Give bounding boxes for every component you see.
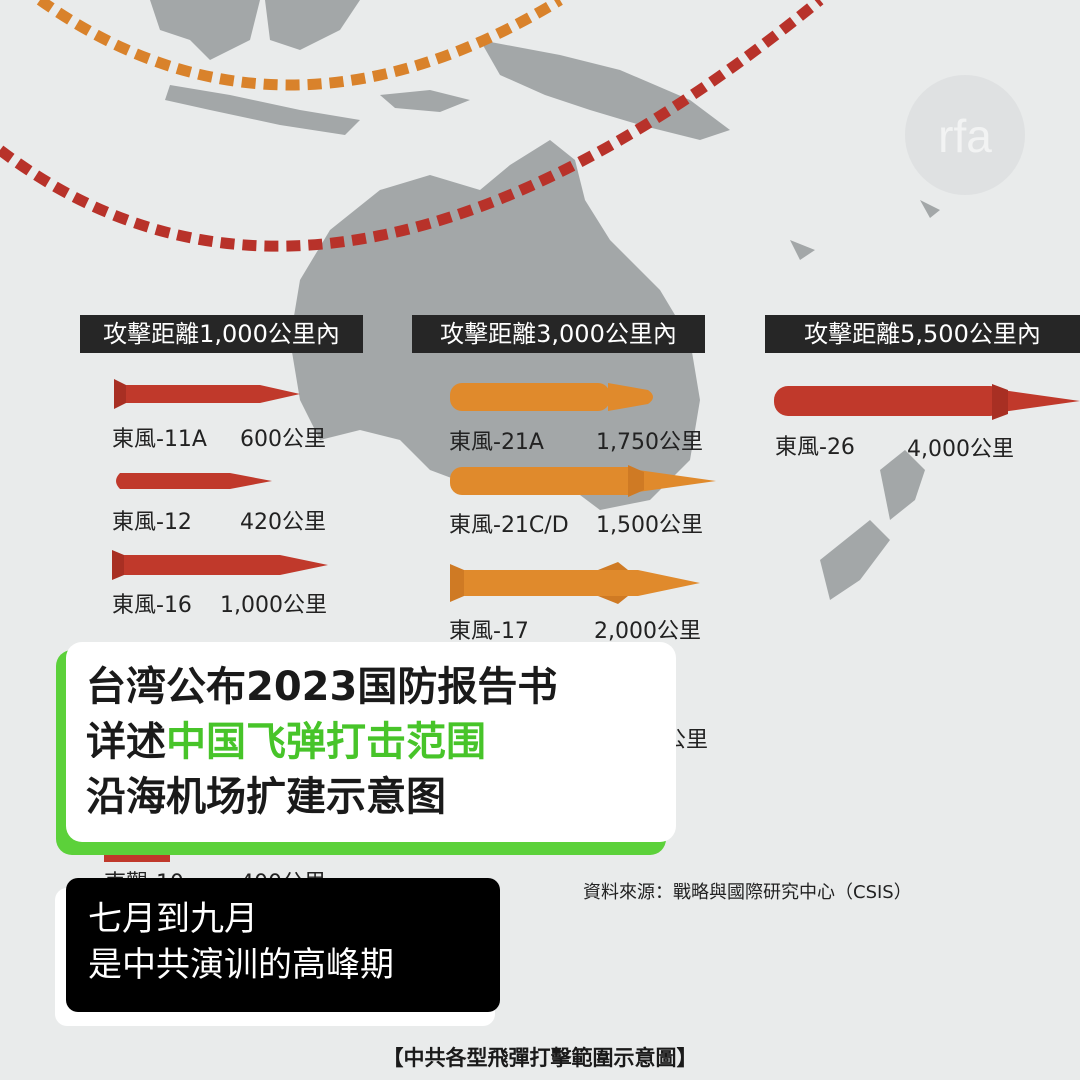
missile-name-df16: 東風-16 [112,593,192,618]
islands-east [380,90,470,112]
missile-name-df12: 東風-12 [112,510,192,535]
missile-icon-df26 [774,384,1080,420]
category-header-5500km: 攻擊距離5,500公里內 [765,315,1080,353]
subtitle-line-1: 七月到九月 [88,899,258,939]
headline-highlight: 中国飞弹打击范围 [166,719,486,765]
new-zealand-landmass [880,450,925,520]
headline-line-2-prefix: 详述 [86,719,166,765]
missile-icon-df21a [450,383,653,411]
missile-range-df11a: 600公里 [240,427,326,452]
headline-line-3: 沿海机场扩建示意图 [86,774,446,820]
category-header-3000km: 攻擊距離3,000公里內 [412,315,705,353]
subtitle-card: 七月到九月 是中共演训的高峰期 [66,878,500,1012]
missile-name-df17: 東風-17 [449,619,529,644]
missile-range-df12: 420公里 [240,510,326,535]
missile-icon-df16 [112,550,328,580]
java-landmass [165,85,360,135]
missile-range-df17: 2,000公里 [594,619,701,644]
pacific-islands [790,240,815,260]
subtitle-line-2: 是中共演训的高峰期 [88,945,394,985]
borneo-landmass [150,0,260,60]
headline-card: 台湾公布2023国防报告书 详述中国飞弹打击范围 沿海机场扩建示意图 [66,642,676,842]
missile-icon-df21cd [450,465,716,497]
missile-range-df21a: 1,750公里 [596,430,703,455]
rfa-logo: rfa [905,75,1025,195]
range-ring-red [0,0,824,252]
missile-icon-df12 [116,473,272,489]
missile-icon-df17 [450,562,700,604]
range-ring-orange [36,0,563,91]
missile-range-df26: 4,000公里 [907,437,1014,462]
missile-name-df21a: 東風-21A [449,430,544,455]
new-zealand-south [820,520,890,600]
sulawesi-landmass [265,0,360,50]
figure-caption: 【中共各型飛彈打擊範圍示意圖】 [382,1046,698,1070]
missile-range-df21cd: 1,500公里 [596,513,703,538]
missile-range-df16: 1,000公里 [220,593,327,618]
missile-name-df21cd: 東風-21C/D [449,513,569,538]
category-header-1000km: 攻擊距離1,000公里內 [80,315,363,353]
missile-name-df26: 東風-26 [775,435,855,460]
source-credit: 資料來源：戰略與國際研究中心（CSIS） [583,882,912,903]
headline-line-2: 详述中国飞弹打击范围 [86,715,676,770]
missile-name-df11a: 東風-11A [112,427,207,452]
svg-text:rfa: rfa [938,110,992,162]
headline-line-1: 台湾公布2023国防报告书 [86,664,558,710]
pacific-islands-2 [920,200,940,218]
missile-icon-df11a [114,379,300,409]
